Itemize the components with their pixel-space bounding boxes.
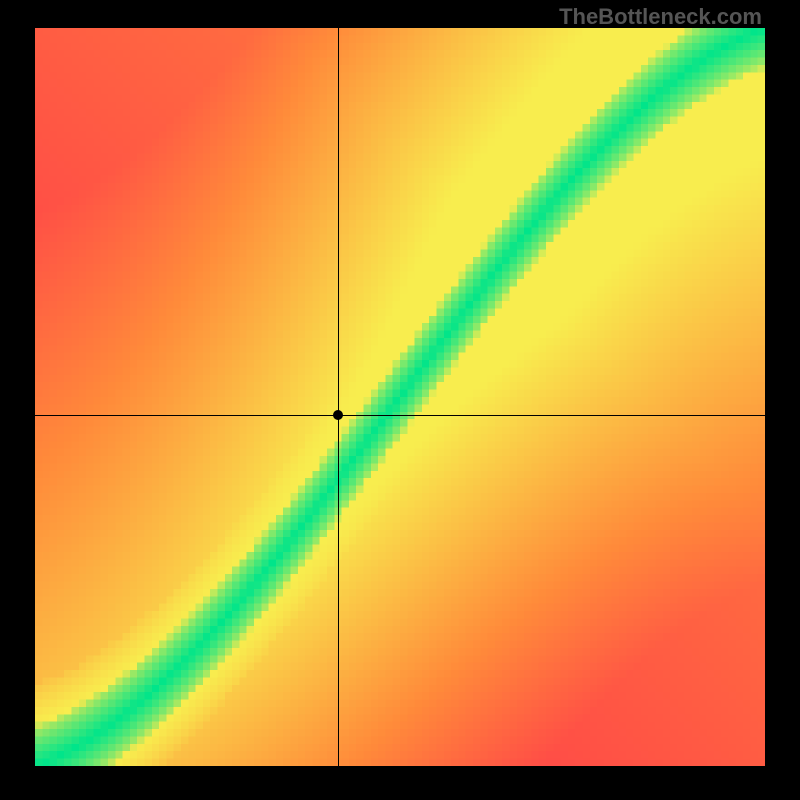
watermark-text: TheBottleneck.com [559, 4, 762, 30]
plot-area [35, 28, 765, 766]
crosshair-vertical [338, 28, 339, 766]
chart-frame: TheBottleneck.com [0, 0, 800, 800]
data-point-marker [333, 410, 343, 420]
crosshair-horizontal [35, 415, 765, 416]
heatmap-canvas [35, 28, 765, 766]
